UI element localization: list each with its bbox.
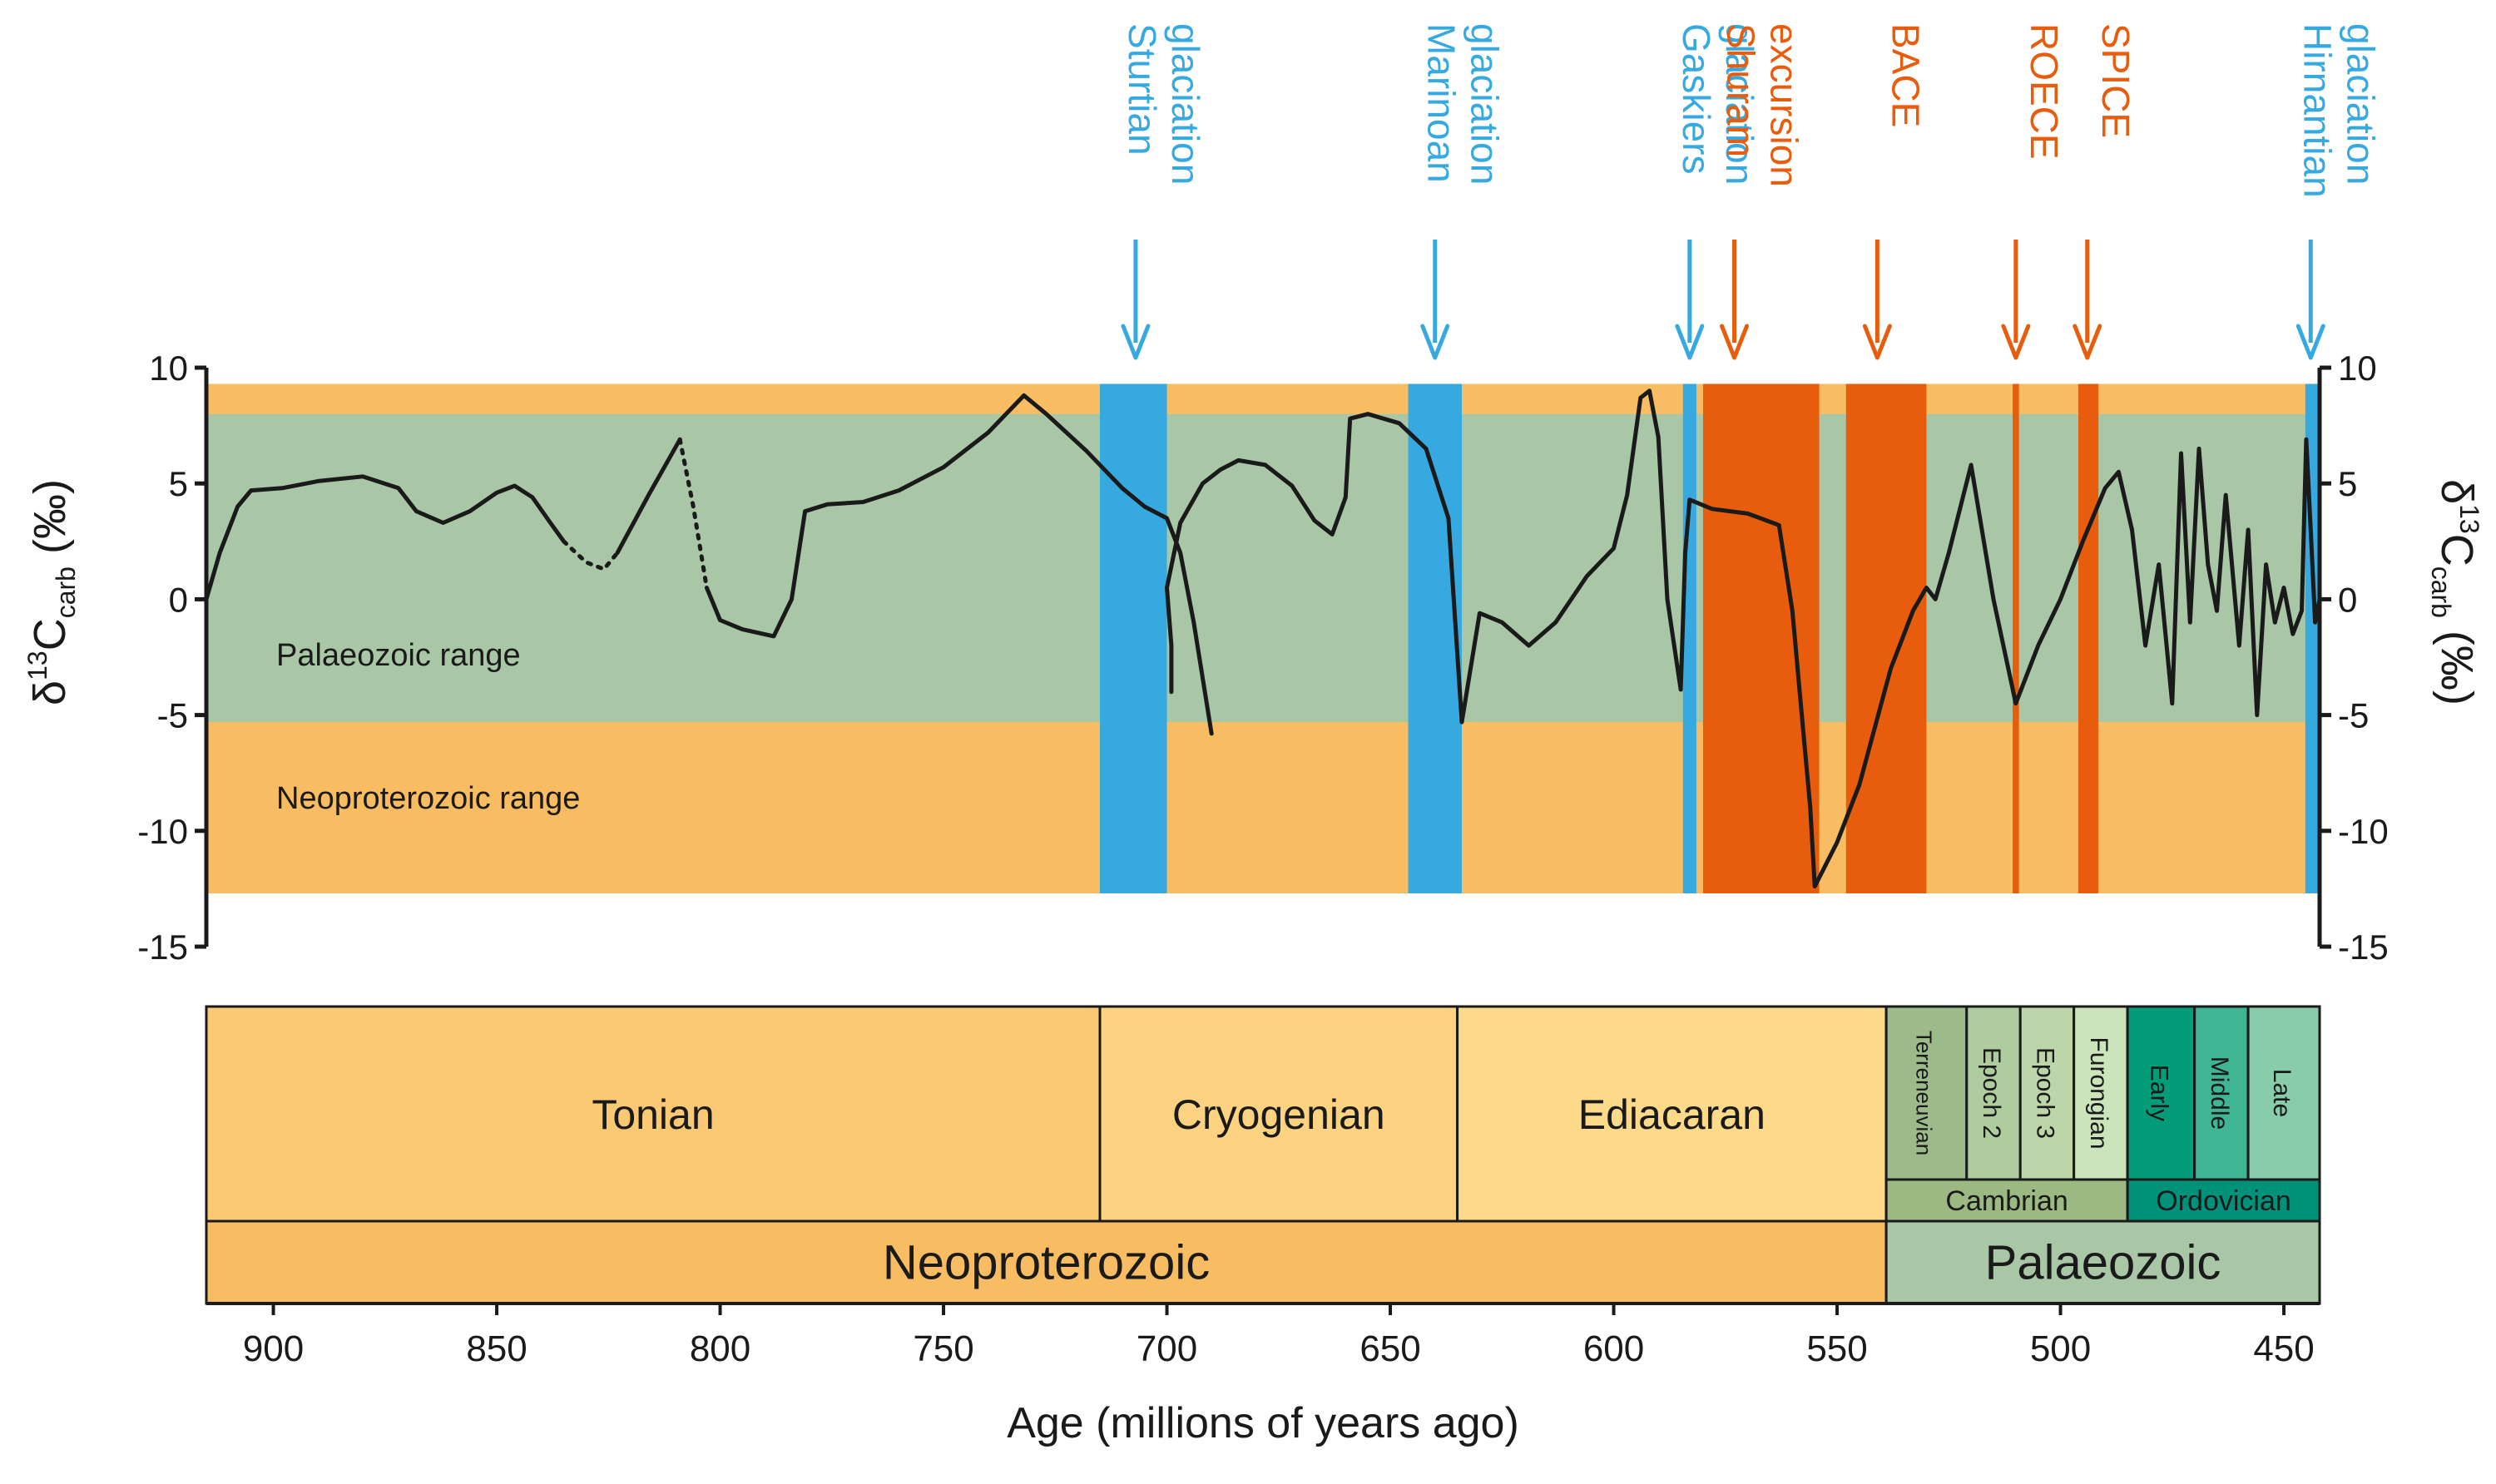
epoch-box-epoch-3 (2018, 1005, 2076, 1181)
x-tick-label-650: 650 (1359, 1328, 1420, 1369)
event-label-marinoan-glaciation-line-1: Marinoan (1420, 23, 1463, 183)
isotope-curve (204, 388, 2322, 889)
event-label-shuram-excursion-line-2: excursion (1763, 23, 1806, 187)
range-labels: Palaeozoic range Neoproterozoic range (276, 638, 580, 816)
event-label-roece-line-1: ROECE (2023, 23, 2066, 160)
event-bar-gaskiers-glaciation (1682, 383, 1696, 893)
epoch-label-furongian: Furongian (2085, 1036, 2112, 1149)
event-label-gaskiers-glaciation-line-2: glaciation (1718, 23, 1761, 185)
event-label-shuram-excursion-line-1: Shuram (1720, 23, 1763, 157)
y-tick-label-left-5: 5 (169, 464, 188, 503)
y-axis-title-right: δ13Ccarb (‰) (2426, 479, 2484, 705)
event-arrow-head-hirnantian-glaciation (2295, 324, 2325, 360)
era-label-palaeozoic: Palaeozoic (1985, 1236, 2221, 1290)
x-tick-label-750: 750 (913, 1328, 973, 1369)
event-bar-spice (2078, 383, 2099, 893)
event-bar-bace (1845, 383, 1927, 893)
event-label-sturtian-glaciation-line-2: glaciation (1164, 23, 1207, 185)
event-label-spice-line-1: SPICE (2094, 23, 2137, 138)
x-tick-label-700: 700 (1137, 1328, 1197, 1369)
y-tick-label-right-5: -5 (2338, 696, 2369, 735)
epoch-box-middle (2193, 1005, 2250, 1181)
event-label-hirnantian-glaciation-line-1: Hirnantian (2295, 23, 2339, 198)
event-arrow-head-shuram-excursion (1720, 324, 1750, 360)
epoch-label-epoch-3: Epoch 3 (2031, 1047, 2058, 1139)
event-arrow-head-bace (1862, 324, 1892, 360)
event-bar-marinoan-glaciation (1408, 383, 1462, 893)
epoch-box-late (2246, 1005, 2321, 1181)
x-tick-label-850: 850 (466, 1328, 527, 1369)
x-tick-label-450: 450 (2253, 1328, 2314, 1369)
event-arrow-head-roece (2001, 324, 2031, 360)
period-label-tonian: Tonian (592, 1091, 714, 1138)
event-bars (1099, 383, 2320, 893)
event-label-marinoan-glaciation-line-2: glaciation (1463, 23, 1507, 185)
event-bar-shuram-excursion (1702, 383, 1820, 893)
x-tick-label-800: 800 (690, 1328, 750, 1369)
x-tick-label-600: 600 (1583, 1328, 1644, 1369)
period-box-cryogenian (1098, 1005, 1459, 1223)
period-box-ediacaran (1456, 1005, 1888, 1223)
isotope-curve-segment-1 (204, 474, 567, 601)
palaeozoic-range-band (206, 413, 2320, 722)
period-box-cambrian (1884, 1178, 2129, 1223)
y-tick-label-right-0: 0 (2338, 580, 2357, 619)
event-label-gaskiers-glaciation-line-1: Gaskiers (1675, 23, 1718, 174)
period-label-ordovician: Ordovician (2156, 1185, 2291, 1217)
x-tick-label-550: 550 (1806, 1328, 1867, 1369)
epoch-box-furongian (2073, 1005, 2129, 1181)
event-bar-sturtian-glaciation (1099, 383, 1167, 893)
range-label-neoproterozoic: Neoproterozoic range (276, 781, 580, 816)
event-annotations: Sturtian glaciation Marinoan glaciation Gask… (1121, 23, 2382, 360)
event-arrow-head-gaskiers-glaciation (1675, 324, 1705, 360)
era-label-neoproterozoic: Neoproterozoic (883, 1236, 1210, 1290)
event-arrow-head-marinoan-glaciation (1420, 324, 1450, 360)
isotope-curve-segment-4 (677, 437, 709, 590)
epoch-box-epoch-2 (1965, 1005, 2022, 1181)
x-tick-label-500: 500 (2030, 1328, 2091, 1369)
isotope-curve-segment-2 (562, 539, 620, 571)
event-label-hirnantian-glaciation-line-2: glaciation (2339, 23, 2382, 185)
event-label-sturtian-glaciation-line-1: Sturtian (1121, 23, 1164, 156)
isotope-curve-segment-7 (1459, 388, 2322, 889)
y-axis-title-left: δ13Ccarb (‰) (22, 479, 81, 705)
event-bar-roece (2013, 383, 2019, 893)
range-label-palaeozoic: Palaeozoic range (276, 638, 521, 673)
y-tick-label-left-0: 0 (169, 580, 188, 619)
epoch-label-epoch-2: Epoch 2 (1978, 1047, 2005, 1139)
period-label-cambrian: Cambrian (1945, 1185, 2068, 1217)
isotope-curve-segment-5 (704, 393, 1214, 736)
period-label-ediacaran: Ediacaran (1578, 1091, 1766, 1138)
x-axis-title: Age (millions of years ago) (1007, 1399, 1519, 1447)
isotope-curve-segment-3 (615, 437, 682, 556)
epoch-box-terreneuvian (1884, 1005, 1969, 1181)
y-tick-label-left-5: -5 (157, 696, 188, 735)
y-tick-label-right-5: 5 (2338, 464, 2357, 503)
x-tick-label-900: 900 (243, 1328, 304, 1369)
geologic-timescale: Tonian Cryogenian Ediacaran Terreneuvian Epo… (205, 1005, 2321, 1305)
y-axes: 10 10 5 5 0 0 -5 -5 -10 -10 -15 -15 (137, 349, 2388, 967)
epoch-label-early: Early (2145, 1065, 2172, 1121)
x-axis: 900 850 800 750 700 650 600 550 500 450 (206, 1302, 2320, 1369)
event-label-bace-line-1: BACE (1884, 23, 1927, 127)
y-tick-label-left-10: -10 (137, 812, 188, 851)
isotope-curve-segment-6 (1165, 412, 1464, 725)
y-tick-label-left-10: 10 (149, 349, 188, 388)
y-tick-label-left-15: -15 (137, 928, 188, 967)
era-box-palaeozoic (1884, 1219, 2321, 1305)
y-tick-label-right-10: -10 (2338, 812, 2389, 851)
period-label-cryogenian: Cryogenian (1172, 1091, 1385, 1138)
epoch-label-late: Late (2268, 1069, 2295, 1117)
period-box-tonian (205, 1005, 1102, 1223)
y-tick-label-right-15: -15 (2338, 928, 2389, 967)
epoch-label-terreneuvian: Terreneuvian (1911, 1031, 1936, 1155)
event-arrow-head-sturtian-glaciation (1121, 324, 1151, 360)
era-box-neoproterozoic (205, 1219, 1888, 1305)
y-tick-label-right-10: 10 (2338, 349, 2377, 388)
epoch-label-middle: Middle (2206, 1056, 2233, 1130)
event-arrow-head-spice (2073, 324, 2102, 360)
